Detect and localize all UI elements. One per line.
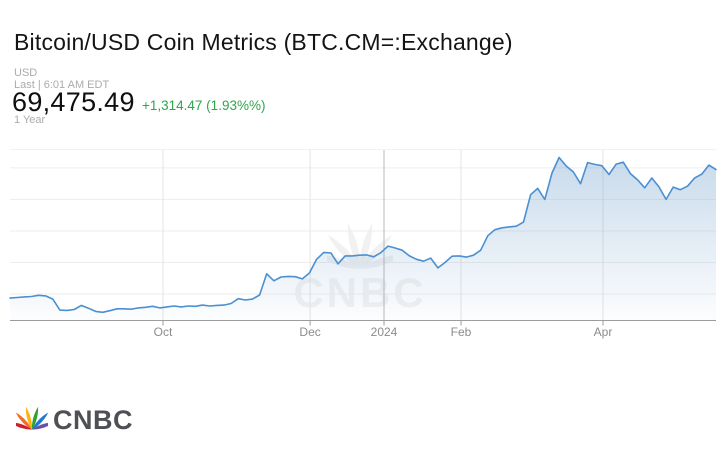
x-axis-label-feb: Feb [451,325,472,339]
last-price-value: 69,475.49 [12,87,135,117]
last-timestamp-label: Last | 6:01 AM EDT [14,79,110,91]
price-area-fill [10,157,716,321]
peacock-feather-0 [16,422,32,430]
currency-label: USD [14,67,38,79]
page-title: Bitcoin/USD Coin Metrics (BTC.CM=:Exchan… [14,29,513,55]
chart-plot-area[interactable]: Oct Dec 2024 Feb Apr [0,140,720,350]
peacock-logo-icon [16,406,48,430]
price-change-value: +1,314.47 (1.93%%) [142,98,266,113]
peacock-feather-5 [31,422,48,430]
x-axis-label-oct: Oct [154,325,173,339]
cnbc-logo: CNBC [16,397,133,435]
peacock-feather-2 [25,406,33,430]
peacock-feather-1 [16,412,32,430]
range-label: 1 Year [14,114,46,126]
peacock-feather-3 [31,406,39,430]
price-line-series [9,156,717,314]
x-axis-label-2024: 2024 [371,325,398,339]
peacock-feather-4 [32,412,48,430]
logo-text: CNBC [53,404,133,435]
x-axis-label-apr: Apr [594,325,613,339]
x-axis-label-dec: Dec [299,325,320,339]
